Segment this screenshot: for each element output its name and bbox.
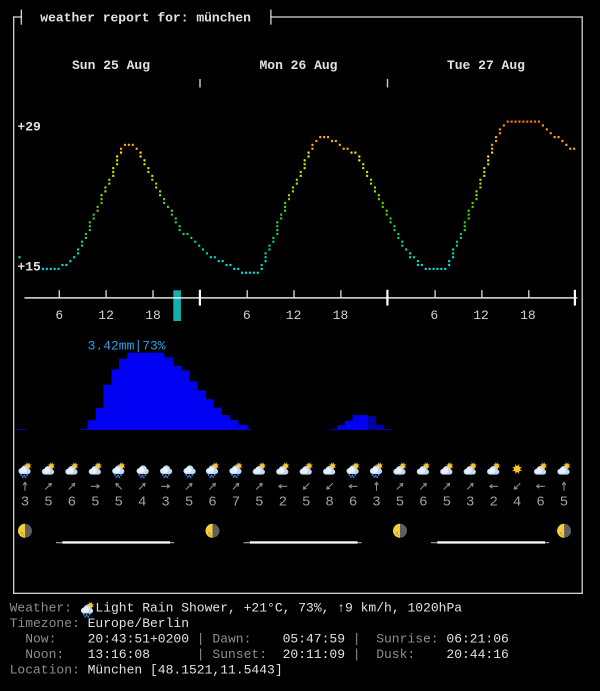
svg-text:13:16:08: 13:16:08	[88, 647, 150, 662]
svg-text:Now:: Now:	[25, 631, 56, 646]
svg-text:3: 3	[372, 494, 380, 510]
svg-text:6: 6	[68, 494, 76, 510]
svg-text:4: 4	[138, 494, 146, 510]
svg-text:München [48.1521,11.5443]: München [48.1521,11.5443]	[88, 662, 283, 677]
svg-text:4: 4	[513, 494, 521, 510]
svg-text:3.42mm|73%: 3.42mm|73%	[88, 339, 166, 354]
svg-text:6: 6	[419, 494, 427, 510]
svg-text:06:21:06: 06:21:06	[446, 631, 508, 646]
svg-text:5: 5	[185, 494, 193, 510]
svg-text:12: 12	[473, 308, 489, 323]
svg-text:Timezone:: Timezone:	[10, 616, 80, 631]
svg-text:Mon 26 Aug: Mon 26 Aug	[259, 58, 337, 73]
svg-text:6: 6	[536, 494, 544, 510]
svg-text:|: |	[197, 631, 205, 646]
svg-text:5: 5	[560, 494, 568, 510]
svg-text:2: 2	[279, 494, 287, 510]
svg-text:Sun 25 Aug: Sun 25 Aug	[72, 58, 150, 73]
svg-text:5: 5	[44, 494, 52, 510]
svg-text:5: 5	[443, 494, 451, 510]
svg-text:3: 3	[161, 494, 169, 510]
svg-text:6: 6	[208, 494, 216, 510]
svg-text:+29: +29	[17, 119, 41, 134]
svg-text:Sunset:: Sunset:	[212, 647, 267, 662]
svg-text:2: 2	[489, 494, 497, 510]
svg-text:12: 12	[286, 308, 302, 323]
svg-text:5: 5	[115, 494, 123, 510]
svg-text:5: 5	[255, 494, 263, 510]
svg-text:18: 18	[145, 308, 161, 323]
svg-text:6: 6	[55, 308, 63, 323]
svg-text:weather report for: münchen: weather report for: münchen	[40, 11, 251, 26]
svg-text:5: 5	[396, 494, 404, 510]
svg-text:Weather:: Weather:	[10, 600, 72, 615]
svg-text:Dusk:: Dusk:	[376, 647, 415, 662]
svg-text:6: 6	[430, 308, 438, 323]
svg-text:Location:: Location:	[10, 662, 80, 677]
svg-text:3: 3	[21, 494, 29, 510]
svg-text:12: 12	[98, 308, 114, 323]
svg-text:Light Rain Shower, +21°C, 73%,: Light Rain Shower, +21°C, 73%, ↑9 km/h, …	[95, 600, 462, 615]
svg-text:18: 18	[520, 308, 536, 323]
svg-text:18: 18	[333, 308, 349, 323]
svg-text:Noon:: Noon:	[25, 647, 64, 662]
svg-text:6: 6	[243, 308, 251, 323]
svg-text:Dawn:: Dawn:	[212, 631, 251, 646]
svg-text:5: 5	[302, 494, 310, 510]
svg-text:+15: +15	[17, 260, 41, 275]
svg-text:Tue 27 Aug: Tue 27 Aug	[447, 58, 525, 73]
svg-text:6: 6	[349, 494, 357, 510]
svg-text:20:11:09: 20:11:09	[283, 647, 345, 662]
svg-text:7: 7	[232, 494, 240, 510]
svg-text:05:47:59: 05:47:59	[283, 631, 345, 646]
svg-text:8: 8	[325, 494, 333, 510]
svg-text:|: |	[353, 631, 361, 646]
svg-text:3: 3	[466, 494, 474, 510]
svg-text:|: |	[197, 647, 205, 662]
svg-text:|: |	[353, 647, 361, 662]
svg-text:5: 5	[91, 494, 99, 510]
svg-text:20:44:16: 20:44:16	[446, 647, 508, 662]
svg-text:20:43:51+0200: 20:43:51+0200	[88, 631, 189, 646]
svg-text:Europe/Berlin: Europe/Berlin	[88, 616, 189, 631]
svg-text:Sunrise:: Sunrise:	[376, 631, 438, 646]
